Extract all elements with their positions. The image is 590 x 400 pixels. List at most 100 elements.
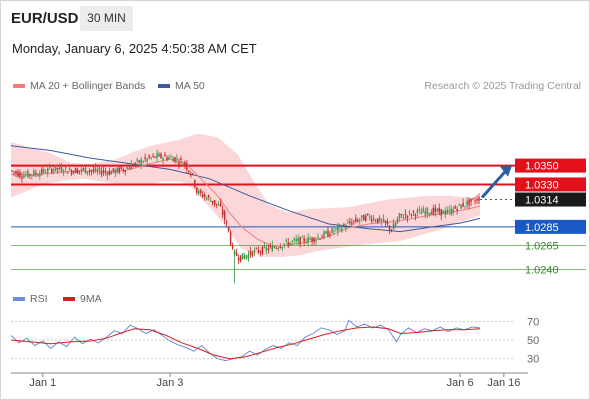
candle-body	[466, 200, 468, 206]
candle-body	[56, 168, 59, 170]
candle-body	[247, 253, 250, 259]
candle-body	[58, 166, 61, 170]
candle-body	[112, 168, 115, 172]
candle-body	[408, 211, 411, 213]
candle-body	[98, 167, 101, 171]
level-label-resistance: 1.0350	[525, 161, 559, 173]
candle-body	[406, 215, 409, 218]
candle-body	[200, 190, 202, 193]
candle-body	[454, 206, 456, 209]
candle-body	[261, 247, 264, 254]
forecast-arrow-head	[500, 165, 512, 177]
candle-body	[476, 198, 478, 201]
level-label-box-resistance	[515, 158, 586, 173]
candle-body	[249, 250, 252, 255]
candle-body	[72, 171, 75, 174]
candle-body	[279, 246, 282, 248]
candle-body	[351, 222, 353, 225]
candle-body	[243, 255, 246, 260]
legend-ma50-label: MA 50	[175, 80, 205, 92]
timeframe-button[interactable]: 30 MIN	[80, 6, 133, 31]
x-tick-label: Jan 1	[29, 377, 56, 389]
candle-body	[164, 154, 166, 157]
level-label-box-current	[515, 192, 586, 207]
candle-body	[217, 204, 220, 206]
candle-body	[86, 171, 89, 173]
candle-body	[76, 169, 79, 174]
candle-body	[329, 234, 331, 236]
rsi-tick-label: 30	[527, 354, 539, 366]
candle-body	[52, 169, 55, 172]
candle-body	[372, 218, 375, 220]
candle-body	[347, 222, 349, 224]
candle-body	[438, 207, 441, 213]
candle-body	[442, 210, 444, 214]
candle-body	[478, 196, 480, 201]
rsi-tick-label: 70	[527, 316, 539, 328]
candle-body	[174, 157, 176, 163]
candle-body	[23, 175, 25, 178]
candle-body	[21, 176, 23, 179]
candle-body	[380, 219, 383, 221]
candle-body	[464, 205, 466, 207]
rsi-ma-line	[10, 326, 481, 360]
candle-body	[116, 167, 119, 173]
candle-body	[184, 161, 186, 165]
candle-body	[396, 218, 399, 224]
candle-body	[259, 251, 262, 253]
candle-body	[138, 160, 140, 163]
candle-body	[458, 203, 460, 205]
candle-body	[170, 156, 172, 158]
candle-body	[84, 167, 87, 174]
candle-body	[154, 156, 156, 158]
forecast-arrow-shaft	[480, 169, 508, 199]
candle-body	[122, 169, 125, 171]
candle-body	[271, 245, 274, 252]
candle-body	[144, 157, 146, 159]
level-label-pivot: 1.0285	[525, 222, 559, 234]
candle-body	[41, 169, 43, 174]
candle-body	[148, 155, 150, 158]
candle-body	[94, 167, 97, 172]
candle-body	[196, 187, 198, 194]
candle-body	[13, 171, 15, 173]
candle-body	[158, 153, 160, 157]
candle-body	[190, 173, 192, 176]
candle-body	[134, 162, 136, 164]
candle-body	[295, 239, 297, 241]
candle-body	[64, 167, 67, 169]
candle-body	[176, 158, 178, 160]
candle-body	[43, 168, 45, 173]
candle-body	[182, 164, 184, 166]
candle-body	[315, 239, 317, 242]
candle-body	[102, 170, 105, 173]
candle-body	[168, 157, 170, 160]
candle-body	[140, 159, 142, 165]
candle-body	[215, 203, 218, 205]
candle-body	[253, 249, 256, 253]
candle-body	[339, 224, 341, 228]
candle-body	[410, 214, 413, 216]
candle-body	[468, 199, 470, 206]
candle-body	[462, 202, 464, 207]
candle-body	[285, 239, 287, 242]
candle-body	[309, 239, 311, 241]
candle-body	[136, 159, 138, 161]
candle-body	[420, 211, 423, 215]
candle-body	[130, 163, 132, 170]
level-label-support: 1.0240	[525, 264, 559, 276]
candle-body	[225, 222, 228, 224]
legend-ma50: MA 50	[158, 80, 205, 92]
candle-body	[388, 225, 391, 230]
candle-body	[424, 210, 427, 216]
candle-body	[446, 209, 448, 214]
candle-body	[404, 213, 407, 216]
candle-body	[422, 208, 425, 213]
candle-body	[245, 255, 248, 258]
candle-body	[368, 216, 371, 219]
legend-rsi: RSI	[13, 293, 48, 305]
candle-body	[382, 218, 385, 222]
candle-body	[402, 217, 405, 219]
candle-body	[192, 173, 194, 175]
candle-body	[362, 215, 365, 221]
